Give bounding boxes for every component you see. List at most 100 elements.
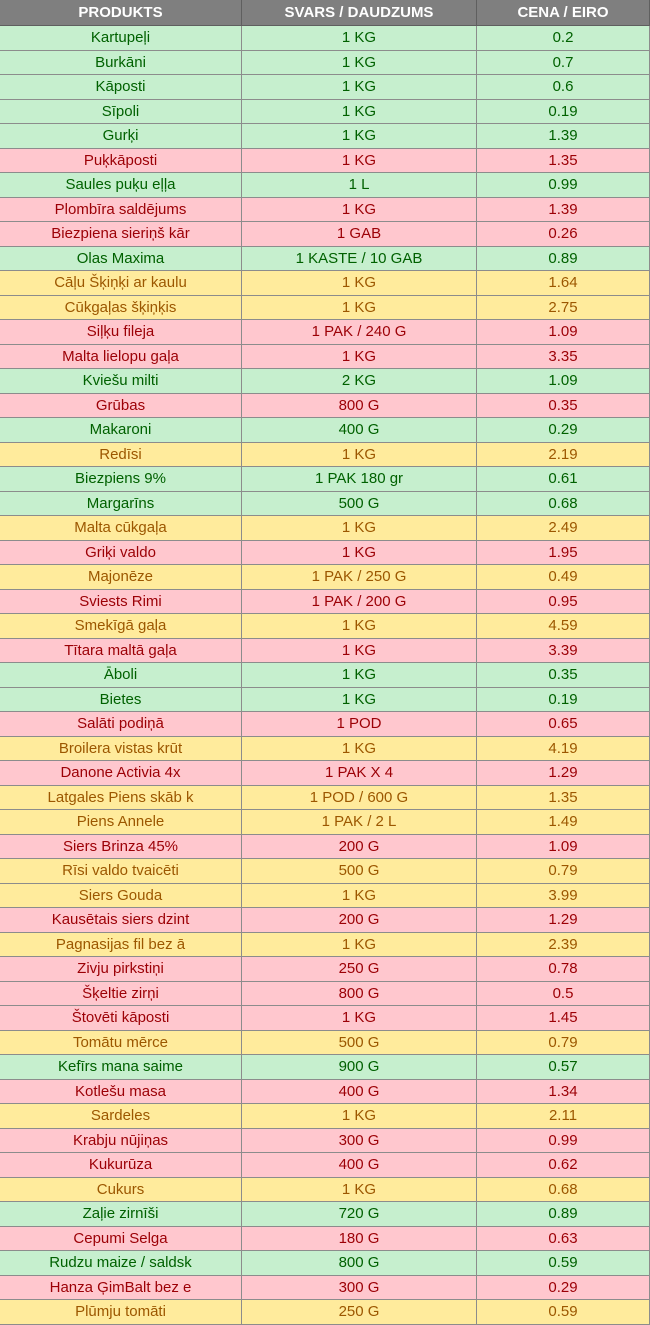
- price-cell: 1.09: [477, 369, 650, 394]
- quantity-cell: 1 KG: [242, 932, 477, 957]
- price-cell: 0.78: [477, 957, 650, 982]
- quantity-cell: 1 KG: [242, 1104, 477, 1129]
- product-cell: Plombīra saldējums: [0, 197, 242, 222]
- price-cell: 0.68: [477, 491, 650, 516]
- price-cell: 3.35: [477, 344, 650, 369]
- quantity-cell: 250 G: [242, 957, 477, 982]
- quantity-cell: 1 PAK / 240 G: [242, 320, 477, 345]
- quantity-cell: 1 PAK / 200 G: [242, 589, 477, 614]
- price-cell: 1.09: [477, 834, 650, 859]
- quantity-cell: 2 KG: [242, 369, 477, 394]
- product-cell: Plūmju tomāti: [0, 1300, 242, 1325]
- price-cell: 1.29: [477, 761, 650, 786]
- quantity-cell: 1 KASTE / 10 GAB: [242, 246, 477, 271]
- quantity-cell: 800 G: [242, 981, 477, 1006]
- product-cell: Puķkāposti: [0, 148, 242, 173]
- quantity-cell: 1 KG: [242, 883, 477, 908]
- product-cell: Cāļu Šķiņķi ar kaulu: [0, 271, 242, 296]
- product-cell: Siers Brinza 45%: [0, 834, 242, 859]
- price-cell: 0.59: [477, 1300, 650, 1325]
- price-cell: 0.63: [477, 1226, 650, 1251]
- price-cell: 0.19: [477, 687, 650, 712]
- price-cell: 0.95: [477, 589, 650, 614]
- product-cell: Kukurūza: [0, 1153, 242, 1178]
- quantity-cell: 1 PAK X 4: [242, 761, 477, 786]
- product-cell: Sardeles: [0, 1104, 242, 1129]
- quantity-cell: 250 G: [242, 1300, 477, 1325]
- quantity-cell: 1 KG: [242, 1006, 477, 1031]
- price-cell: 0.29: [477, 1275, 650, 1300]
- header-quantity: SVARS / DAUDZUMS: [242, 0, 477, 26]
- price-cell: 0.2: [477, 26, 650, 51]
- quantity-cell: 1 KG: [242, 148, 477, 173]
- quantity-cell: 500 G: [242, 491, 477, 516]
- product-cell: Piens Annele: [0, 810, 242, 835]
- price-cell: 0.59: [477, 1251, 650, 1276]
- quantity-cell: 1 KG: [242, 540, 477, 565]
- quantity-cell: 400 G: [242, 1079, 477, 1104]
- price-cell: 0.29: [477, 418, 650, 443]
- price-cell: 1.49: [477, 810, 650, 835]
- product-cell: Malta cūkgaļa: [0, 516, 242, 541]
- price-cell: 0.99: [477, 173, 650, 198]
- product-cell: Gurķi: [0, 124, 242, 149]
- price-cell: 0.35: [477, 393, 650, 418]
- product-cell: Tītara maltā gaļa: [0, 638, 242, 663]
- product-cell: Tomātu mērce: [0, 1030, 242, 1055]
- quantity-cell: 1 KG: [242, 344, 477, 369]
- price-cell: 0.49: [477, 565, 650, 590]
- quantity-cell: 1 KG: [242, 75, 477, 100]
- quantity-cell: 1 PAK 180 gr: [242, 467, 477, 492]
- product-cell: Siļķu fileja: [0, 320, 242, 345]
- product-cell: Grūbas: [0, 393, 242, 418]
- product-cell: Kefīrs mana saime: [0, 1055, 242, 1080]
- quantity-cell: 1 L: [242, 173, 477, 198]
- quantity-cell: 1 GAB: [242, 222, 477, 247]
- quantity-cell: 1 KG: [242, 1177, 477, 1202]
- price-cell: 1.35: [477, 785, 650, 810]
- product-cell: Latgales Piens skāb k: [0, 785, 242, 810]
- product-cell: Zaļie zirnīši: [0, 1202, 242, 1227]
- quantity-cell: 180 G: [242, 1226, 477, 1251]
- header-price: CENA / EIRO: [477, 0, 650, 26]
- product-cell: Zivju pirkstiņi: [0, 957, 242, 982]
- price-cell: 0.7: [477, 50, 650, 75]
- quantity-cell: 1 KG: [242, 271, 477, 296]
- quantity-cell: 1 KG: [242, 99, 477, 124]
- quantity-cell: 1 KG: [242, 516, 477, 541]
- quantity-cell: 800 G: [242, 393, 477, 418]
- quantity-cell: 200 G: [242, 834, 477, 859]
- product-cell: Hanza ĢimBalt bez e: [0, 1275, 242, 1300]
- quantity-cell: 900 G: [242, 1055, 477, 1080]
- price-cell: 2.49: [477, 516, 650, 541]
- product-cell: Burkāni: [0, 50, 242, 75]
- product-cell: Salāti podiņā: [0, 712, 242, 737]
- product-cell: Sviests Rimi: [0, 589, 242, 614]
- product-cell: Majonēze: [0, 565, 242, 590]
- price-cell: 1.29: [477, 908, 650, 933]
- quantity-cell: 720 G: [242, 1202, 477, 1227]
- product-cell: Kartupeļi: [0, 26, 242, 51]
- product-cell: Biezpiena sieriņš kār: [0, 222, 242, 247]
- product-cell: Rudzu maize / saldsk: [0, 1251, 242, 1276]
- product-cell: Kotlešu masa: [0, 1079, 242, 1104]
- quantity-cell: 1 KG: [242, 614, 477, 639]
- product-cell: Bietes: [0, 687, 242, 712]
- quantity-cell: 200 G: [242, 908, 477, 933]
- price-cell: 0.79: [477, 1030, 650, 1055]
- quantity-cell: 1 KG: [242, 638, 477, 663]
- quantity-cell: 1 PAK / 2 L: [242, 810, 477, 835]
- quantity-cell: 1 POD / 600 G: [242, 785, 477, 810]
- price-cell: 2.19: [477, 442, 650, 467]
- price-cell: 0.99: [477, 1128, 650, 1153]
- product-cell: Štovēti kāposti: [0, 1006, 242, 1031]
- product-cell: Āboli: [0, 663, 242, 688]
- price-cell: 0.62: [477, 1153, 650, 1178]
- product-cell: Rīsi valdo tvaicēti: [0, 859, 242, 884]
- price-cell: 0.68: [477, 1177, 650, 1202]
- price-cell: 0.26: [477, 222, 650, 247]
- product-cell: Olas Maxima: [0, 246, 242, 271]
- header-product: PRODUKTS: [0, 0, 242, 26]
- price-cell: 0.79: [477, 859, 650, 884]
